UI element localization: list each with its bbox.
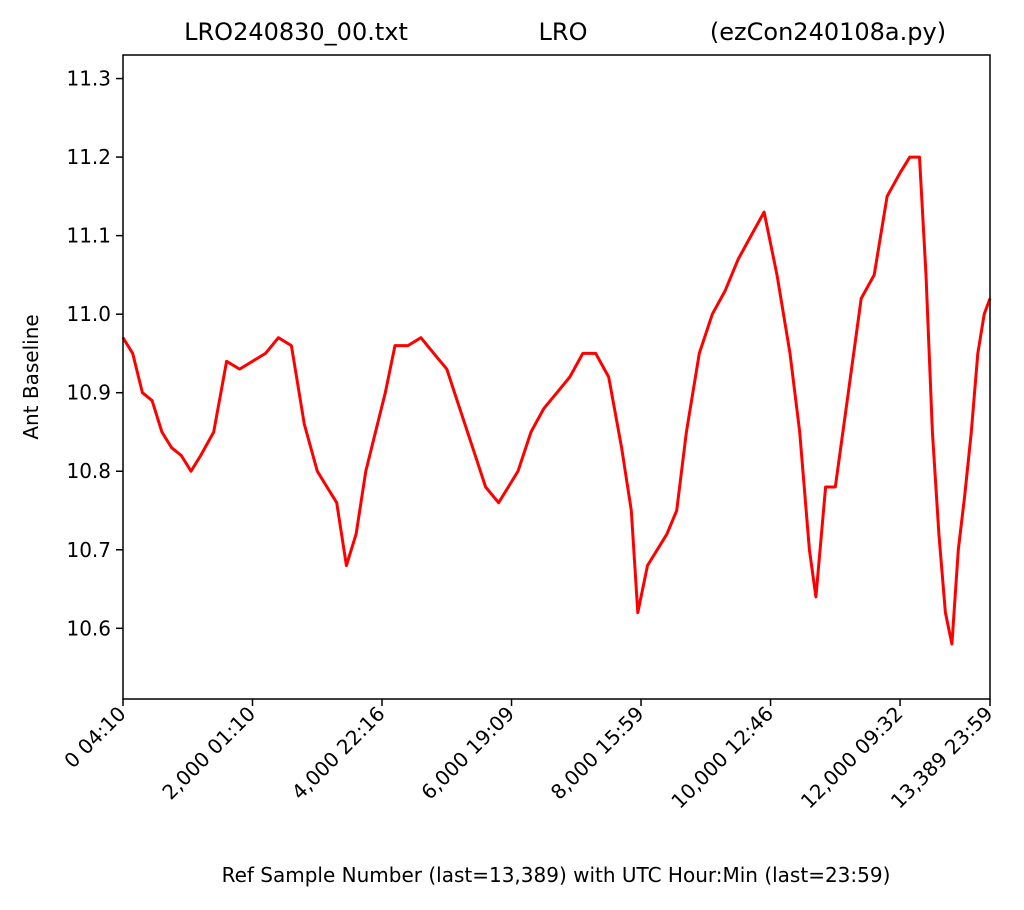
chart-title-program: (ezCon240108a.py)	[710, 18, 946, 46]
y-tick-label: 11.0	[66, 302, 111, 326]
series-line-0	[121, 155, 992, 646]
y-tick-label: 10.6	[66, 616, 111, 640]
chart-title-filename: LRO240830_00.txt	[184, 18, 408, 46]
y-tick-label: 11.3	[66, 67, 111, 91]
y-tick-label: 11.2	[66, 145, 111, 169]
y-tick-label: 10.7	[66, 538, 111, 562]
chart-title-station: LRO	[539, 18, 588, 46]
y-tick-label: 10.8	[66, 459, 111, 483]
y-tick-label: 10.9	[66, 381, 111, 405]
plot-area	[121, 155, 992, 646]
y-axis-label: Ant Baseline	[19, 314, 43, 439]
x-axis-label: Ref Sample Number (last=13,389) with UTC…	[222, 863, 891, 887]
y-tick-label: 11.1	[66, 224, 111, 248]
plot-frame	[122, 54, 991, 700]
y-axis-ticks: 10.6 10.7 10.8 10.9 11.0 11.1 11.2 11.3	[66, 67, 123, 640]
